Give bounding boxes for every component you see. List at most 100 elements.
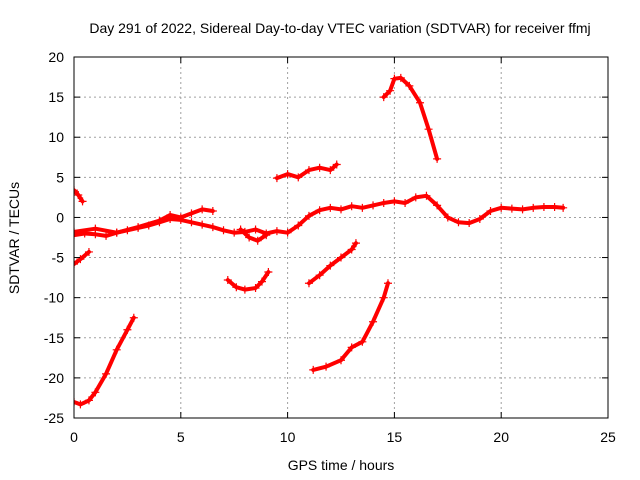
data-point-main-band [401,199,410,208]
series-arc-peak-15 [381,75,440,161]
y-tick-label: 10 [48,129,64,145]
data-point-main-band [283,228,292,237]
series-arc-rising-11 [307,241,358,286]
data-point-morning-bump [166,211,175,220]
data-point-morning-bump [208,207,217,216]
data-point-arc-rising-11 [337,253,345,262]
data-point-arc-positive-10 [315,163,324,172]
data-point-main-band [230,228,239,237]
data-point-arc-peak-15 [424,125,433,134]
data-point-arc-short-rising [84,247,93,256]
data-point-arc-rising-early [76,400,85,409]
data-point-arc-positive-10 [283,170,292,179]
data-point-arc-positive-10 [332,160,341,169]
data-point-arc-dip-mid [232,283,241,292]
data-point-main-band [219,226,228,235]
data-point-main-band [326,203,335,212]
series-arc-rising-13 [311,281,390,372]
data-point-morning-bump [74,227,78,236]
data-point-arc-rising-11 [315,271,324,280]
data-point-main-band [411,193,420,202]
data-point-main-band [529,203,538,212]
data-point-main-band [251,225,260,234]
data-point-arc-rising-13 [369,317,378,326]
data-point-arc-rising-11 [326,261,335,270]
data-point-arc-short-rising [74,259,78,268]
data-point-arc-positive-10 [272,174,281,183]
x-tick-label: 25 [600,429,616,445]
data-point-arc-rising-early [74,397,78,406]
data-point-main-band [539,203,548,212]
y-axis-label: SDTVAR / TECUs [6,182,22,294]
data-point-arc-short-descending [74,186,78,195]
data-point-morning-bump [176,213,185,222]
data-point-main-band [272,227,281,236]
data-point-arc-peak-15 [390,74,399,83]
data-point-arc-rising-11 [347,245,356,254]
x-tick-label: 10 [280,429,296,445]
data-point-arc-peak-15 [416,98,425,107]
ticks [73,56,609,419]
x-tick-label: 15 [387,429,403,445]
data-point-main-band [315,206,324,215]
data-point-arc-short-rising [76,255,85,264]
y-tick-label: 5 [56,169,64,185]
data-point-morning-bump [155,216,164,225]
data-point-arc-short-descending [74,190,83,199]
data-point-arc-peak-15 [405,81,414,90]
x-axis-label: GPS time / hours [288,457,395,473]
y-tick-label: 0 [56,209,64,225]
y-tick-label: 20 [48,49,64,65]
series-layer [74,73,568,409]
x-tick-label: 5 [177,429,185,445]
data-point-arc-rising-early [102,369,111,378]
data-point-arc-rising-early [91,388,100,397]
data-point-arc-dip-mid [251,284,260,293]
data-point-main-band [369,201,378,210]
data-point-dip-near-8 [253,236,262,245]
data-point-main-band [559,203,568,212]
data-point-arc-dip-mid [264,267,273,276]
data-point-main-band [304,211,313,220]
data-point-main-band [337,205,345,214]
y-tick-label: -25 [44,410,64,426]
series-arc-positive-10 [274,162,339,181]
data-point-main-band [518,205,527,214]
data-point-arc-rising-13 [347,343,356,352]
data-point-main-band [294,221,303,230]
data-point-main-band [187,218,196,227]
y-tick-label: -10 [44,290,64,306]
data-point-main-band [454,218,463,227]
data-point-main-band [443,213,452,222]
chart-title: Day 291 of 2022, Sidereal Day-to-day VTE… [89,20,590,36]
data-point-morning-bump [134,223,143,232]
y-tick-label: -5 [52,250,65,266]
data-point-arc-rising-13 [379,293,388,302]
data-point-main-band [74,231,78,240]
y-tick-label: 15 [48,89,64,105]
data-point-arc-rising-13 [322,362,331,371]
data-point-arc-rising-13 [358,337,367,346]
data-point-main-band [390,197,399,206]
data-point-dip-near-8 [236,225,245,234]
data-point-arc-peak-15 [379,93,388,102]
data-point-arc-peak-15 [433,154,442,163]
data-point-arc-peak-15 [386,86,395,95]
y-tick-label: -15 [44,330,64,346]
data-point-arc-dip-mid [223,276,232,285]
data-point-main-band [507,204,516,213]
x-tick-label: 0 [70,429,78,445]
data-point-main-band [102,231,111,240]
data-point-arc-positive-10 [326,166,335,175]
y-tick-label: -20 [44,370,64,386]
data-point-arc-short-descending [78,197,87,206]
plot-frame [73,56,609,419]
data-point-arc-rising-13 [383,279,392,288]
data-point-arc-positive-10 [294,173,303,182]
series-main-band [74,193,566,238]
data-point-arc-rising-early [112,345,121,354]
data-point-main-band [198,220,207,229]
data-point-main-band [465,219,474,228]
data-point-arc-rising-early [84,396,93,405]
series-group [74,73,568,409]
